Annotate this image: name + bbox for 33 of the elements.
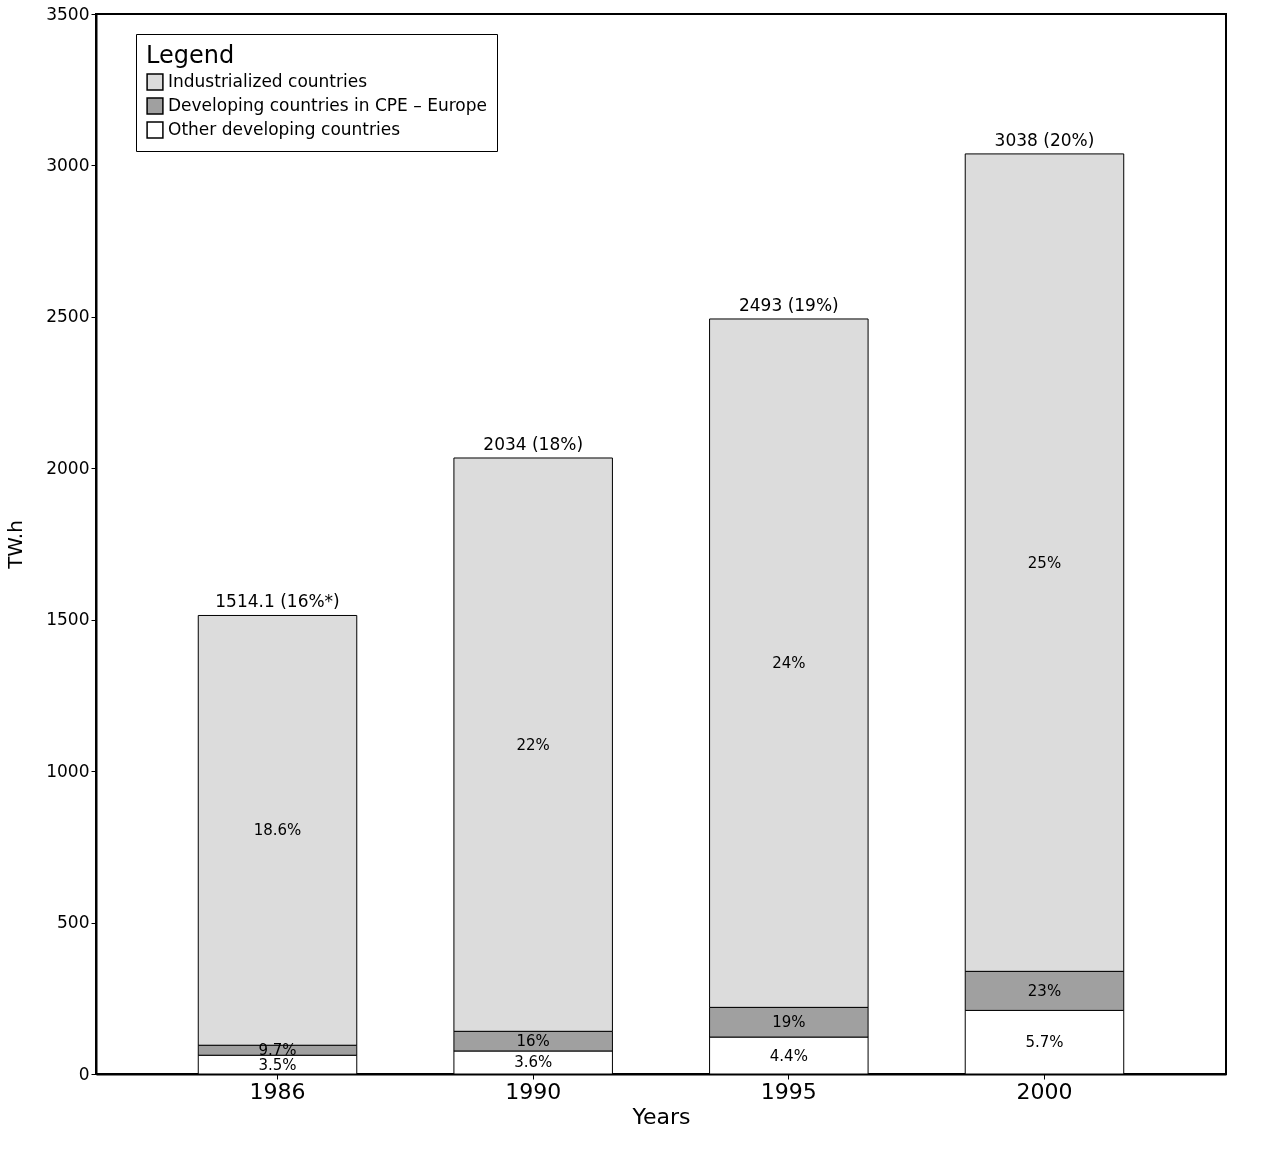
annotation: 25% [1027, 553, 1062, 572]
total-label: 1514.1 (16%*) [215, 591, 340, 612]
legend-label: Other developing countries [168, 119, 401, 139]
annotation: 18.6% [253, 821, 302, 840]
legend-label: Developing countries in CPE – Europe [168, 95, 487, 115]
annotation: 22% [516, 735, 550, 754]
y-tick-label: 2500 [46, 306, 90, 327]
y-tick-label: 1000 [46, 760, 90, 781]
annotation: 3.5% [258, 1055, 297, 1074]
x-tick-label: 2000 [1016, 1078, 1073, 1104]
y-tick-label: 500 [57, 912, 90, 933]
x-tick-label: 1995 [760, 1078, 817, 1104]
y-tick-label: 2000 [46, 457, 90, 478]
total-label: 2493 (19%) [738, 294, 839, 315]
total-label: 2034 (18%) [483, 433, 584, 454]
total-label: 3038 (20%) [994, 129, 1095, 150]
x-axis-title: Years [631, 1103, 691, 1129]
y-tick-label: 3500 [46, 3, 90, 24]
annotation: 19% [772, 1013, 806, 1032]
y-axis-title: TW.h [3, 520, 28, 570]
legend-label: Industrialized countries [168, 71, 368, 91]
annotation: 16% [516, 1032, 550, 1051]
annotation: 4.4% [769, 1046, 808, 1065]
x-tick-label: 1990 [505, 1078, 562, 1104]
y-tick-label: 1500 [46, 609, 90, 630]
annotation: 24% [772, 654, 806, 673]
y-tick-label: 3000 [46, 154, 90, 175]
annotation: 3.6% [514, 1053, 553, 1072]
y-tick-label: 0 [78, 1063, 90, 1084]
legend-title: Legend [146, 41, 235, 69]
annotation: 5.7% [1025, 1033, 1064, 1052]
annotation: 23% [1027, 981, 1062, 1000]
x-tick-label: 1986 [249, 1078, 306, 1104]
